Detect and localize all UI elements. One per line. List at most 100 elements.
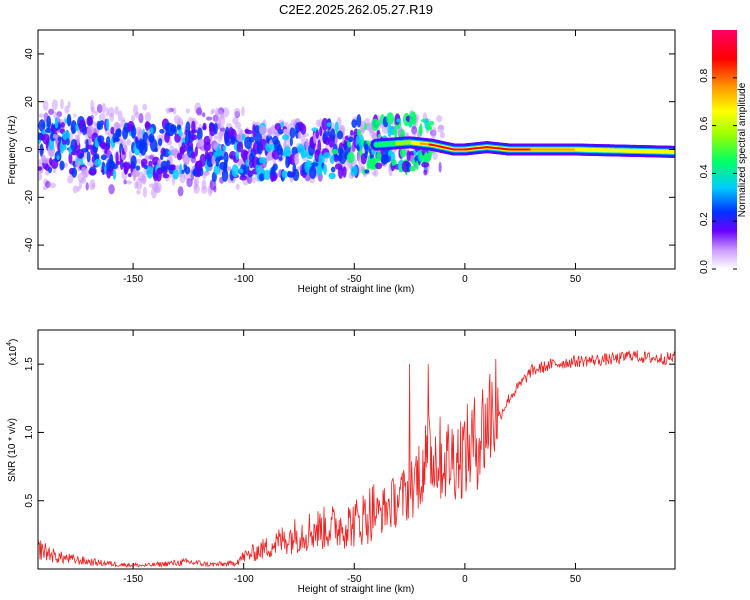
spectrogram-ytick-label: 0 [24, 146, 35, 152]
spectral-blob [338, 166, 344, 179]
spectral-scatter-point [432, 151, 438, 161]
spectral-blob [245, 159, 250, 167]
spectral-scatter-point [139, 175, 147, 184]
spectral-scatter-point [148, 183, 155, 188]
spectral-blob [131, 170, 140, 178]
snr-scale-prefix: (x10 [8, 345, 19, 365]
spectral-scatter-point [67, 175, 74, 184]
spectral-scatter-point [98, 112, 106, 122]
spectral-blob [258, 173, 265, 182]
spectral-blob [221, 168, 229, 182]
spectral-blob [68, 152, 73, 164]
spectral-scatter-point [165, 107, 172, 114]
spectral-blob [321, 117, 329, 131]
spectral-blob [172, 169, 179, 180]
spectral-blob [79, 152, 84, 159]
spectral-blob [178, 130, 183, 137]
spectral-blob [39, 143, 44, 158]
spectral-blob [224, 159, 228, 171]
spectral-blob [230, 135, 236, 145]
spectral-scatter-point [101, 102, 107, 114]
spectral-blob [97, 123, 104, 130]
spectral-blob [81, 166, 87, 175]
spectral-scatter-point [80, 176, 87, 184]
spectral-blob [119, 157, 124, 170]
colorbar-tick-label: 0.4 [699, 164, 710, 178]
spectral-scatter-point [241, 106, 245, 117]
spectral-blob [347, 136, 354, 143]
spectral-blob [56, 155, 60, 161]
spectral-scatter-point [201, 179, 207, 190]
spectral-blob [311, 162, 319, 167]
spectral-scatter-point [210, 109, 214, 115]
spectral-blob [166, 160, 171, 166]
spectral-scatter-point [193, 183, 200, 194]
spectral-blob [281, 170, 289, 179]
spectral-blob [351, 119, 358, 128]
spectral-scatter-point [108, 184, 115, 195]
spectral-blob [213, 122, 218, 135]
colorbar-tick-label: 0.0 [699, 260, 710, 274]
spectral-blob [338, 150, 347, 165]
spectral-blob [244, 129, 253, 135]
spectral-blob [317, 139, 322, 154]
spectral-blob [115, 160, 121, 166]
spectral-blob [328, 172, 336, 180]
spectral-blob [421, 161, 430, 168]
spectral-scatter-point [235, 121, 242, 130]
spectral-blob [213, 164, 221, 175]
spectral-scatter-point [94, 110, 98, 116]
spectral-scatter-point [219, 127, 226, 132]
spectral-scatter-point [126, 139, 132, 146]
spectral-scatter-point [186, 178, 193, 188]
snr-y-label: SNR (10 * v/v) [7, 418, 18, 482]
spectral-scatter-point [360, 127, 366, 133]
colorbar: 0.0 0.2 0.4 0.6 0.8 Normalized spectral ampl… [699, 30, 748, 274]
spectral-blob [247, 170, 253, 178]
spectral-blob [419, 123, 423, 137]
spectral-blob [190, 134, 198, 141]
spectral-scatter-point [73, 113, 77, 118]
spectral-blob [267, 128, 273, 137]
spectrogram-xtick-label: -100 [234, 274, 254, 285]
spectral-blob [44, 127, 53, 134]
spectral-blob [46, 115, 52, 129]
svg-text:(x104): (x104) [6, 339, 19, 366]
spectral-scatter-point [105, 107, 109, 118]
spectral-blob [137, 129, 144, 142]
spectral-blob [130, 125, 137, 139]
spectral-blob [412, 111, 416, 126]
spectral-blob [278, 156, 283, 161]
spectral-scatter-point [89, 179, 96, 191]
spectral-scatter-point [219, 129, 223, 140]
spectral-scatter-point [130, 114, 136, 122]
spectral-blob [223, 151, 229, 164]
spectral-scatter-point [45, 180, 51, 189]
spectral-blob [263, 169, 271, 181]
spectral-scatter-point [96, 104, 103, 114]
spectral-scatter-point [38, 113, 45, 118]
spectral-blob [330, 166, 336, 173]
spectral-scatter-point [235, 183, 240, 190]
spectral-blob [202, 122, 207, 130]
snr-x-label: Height of straight line (km) [298, 584, 415, 595]
colorbar-tick-label: 0.8 [699, 68, 710, 82]
colorbar-tick-label: 0.6 [699, 116, 710, 130]
spectral-blob [231, 164, 239, 178]
spectral-blob [162, 173, 170, 179]
spectral-blob [254, 125, 260, 133]
spectral-scatter-point [142, 186, 148, 198]
spectral-scatter-point [316, 119, 321, 127]
spectral-blob [173, 126, 177, 135]
spectral-blob [386, 112, 395, 125]
spectral-blob [254, 131, 263, 145]
spectral-blob [160, 160, 168, 172]
spectrogram-ytick-label: 20 [24, 96, 35, 108]
spectral-blob [222, 145, 227, 151]
spectral-blob [334, 121, 339, 132]
spectral-blob [280, 122, 284, 128]
spectral-scatter-point [49, 182, 56, 189]
spectral-blob [297, 131, 302, 140]
spectral-blob [110, 126, 115, 135]
spectral-scatter-point [431, 131, 437, 139]
